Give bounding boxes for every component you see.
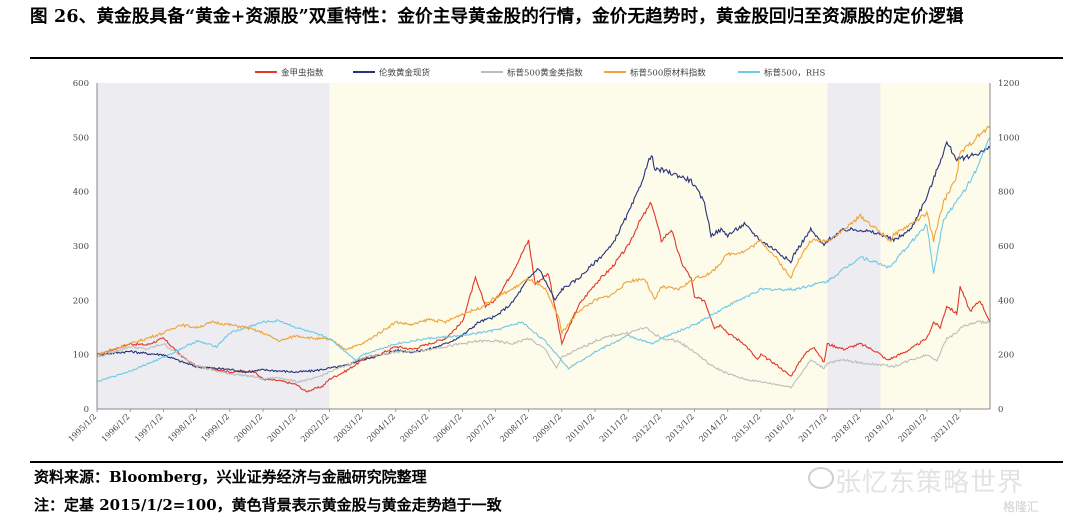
bottom-rule: [30, 461, 1063, 463]
x-tick-label: 1995/1/2: [67, 412, 99, 444]
x-tick-label: 2019/1/2: [863, 412, 895, 444]
x-tick-label: 2013/1/2: [664, 412, 696, 444]
y-right-tick-label: 800: [998, 188, 1014, 198]
x-tick-label: 2015/1/2: [731, 412, 763, 444]
legend-label: 标普500，RHS: [764, 68, 826, 79]
x-tick-label: 1999/1/2: [199, 412, 231, 444]
line-chart: 0 100 200 300 400 500 600 0 200 400 600 800 1000 1200…: [67, 68, 1020, 444]
y-left-tick-label: 400: [73, 188, 89, 198]
top-rule: [30, 57, 1063, 59]
background-band-gray: [97, 83, 330, 409]
x-tick-label: 2008/1/2: [498, 412, 530, 444]
wechat-icon: [808, 467, 834, 489]
x-tick-label: 1998/1/2: [166, 412, 198, 444]
y-right-tick-label: 600: [998, 242, 1014, 252]
y-right-tick-label: 1200: [998, 79, 1020, 89]
x-tick-label: 2017/1/2: [797, 412, 829, 444]
x-tick-label: 1996/1/2: [100, 412, 132, 444]
background-band-yellow: [329, 83, 828, 409]
watermark-text: 张忆东策略世界: [835, 468, 1025, 498]
background-bands: [97, 83, 990, 409]
x-tick-label: 2018/1/2: [830, 412, 862, 444]
x-tick-label: 2021/1/2: [930, 412, 962, 444]
x-tick-label: 2000/1/2: [233, 412, 265, 444]
x-tick-label: 2010/1/2: [565, 412, 597, 444]
x-tick-label: 2004/1/2: [365, 412, 397, 444]
watermark-badge: 格隆汇: [1003, 500, 1040, 514]
x-tick-label: 2014/1/2: [697, 412, 729, 444]
y-left-tick-label: 500: [73, 133, 89, 143]
legend: 金甲虫指数 伦敦黄金现货 标普500黄金类指数 标普500原材料指数 标普500，RHS: [255, 68, 826, 79]
background-band-gray: [827, 83, 881, 409]
series-lines: [96, 125, 991, 393]
x-tick-label: 2001/1/2: [266, 412, 298, 444]
x-tick-label: 2016/1/2: [764, 412, 796, 444]
x-tick-label: 2005/1/2: [399, 412, 431, 444]
legend-label: 伦敦黄金现货: [379, 68, 431, 79]
y-right-tick-label: 400: [998, 296, 1014, 306]
x-tick-label: 2011/1/2: [598, 412, 630, 444]
y-left-tick-label: 200: [73, 296, 89, 306]
legend-label: 标普500黄金类指数: [507, 68, 583, 79]
x-tick-label: 1997/1/2: [133, 412, 165, 444]
y-right-tick-label: 200: [998, 351, 1014, 361]
page-title: 图 26、黄金股具备“黄金+资源股”双重特性：金价主导黄金股的行情，金价无趋势时…: [30, 7, 964, 27]
y-right-tick-label: 0: [998, 405, 1003, 415]
y-left-tick-label: 600: [73, 79, 89, 89]
source-note: 资料来源：Bloomberg，兴业证券经济与金融研究院整理: [34, 468, 427, 486]
y-left-tick-label: 0: [84, 405, 89, 415]
x-tick-label: 2006/1/2: [432, 412, 464, 444]
footnote: 注：定基 2015/1/2=100，黄色背景表示黄金股与黄金走势趋于一致: [34, 496, 502, 514]
x-tick-label: 2012/1/2: [631, 412, 663, 444]
y-left-tick-label: 100: [73, 351, 89, 361]
x-tick-label: 2020/1/2: [897, 412, 929, 444]
legend-label: 金甲虫指数: [281, 68, 324, 79]
series-line-1: [96, 140, 991, 374]
series-line-2: [96, 319, 991, 389]
x-tick-label: 2009/1/2: [531, 412, 563, 444]
x-tick-label: 2002/1/2: [299, 412, 331, 444]
y-left-tick-label: 300: [73, 242, 89, 252]
series-line-4: [96, 136, 991, 382]
y-right-tick-label: 1000: [998, 133, 1020, 143]
x-tick-label: 2007/1/2: [465, 412, 497, 444]
legend-label: 标普500原材料指数: [630, 68, 706, 79]
x-tick-label: 2003/1/2: [332, 412, 364, 444]
